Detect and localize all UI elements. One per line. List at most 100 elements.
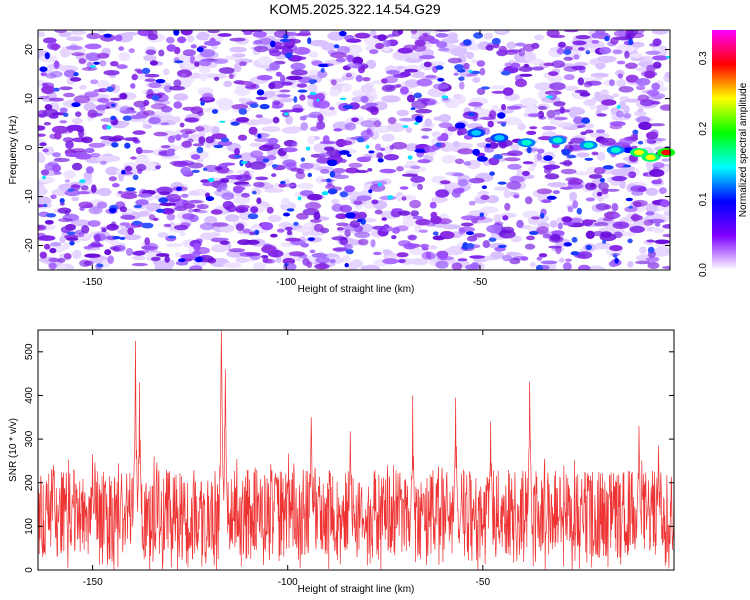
heatmap-cell [307,85,315,92]
heatmap-cell [254,137,271,143]
heatmap-cell [229,46,247,53]
heatmap-cell [386,69,400,75]
heatmap-cell [651,82,660,91]
heatmap-cell [613,30,627,37]
heatmap-cell [556,47,565,55]
heatmap-cell [43,243,51,250]
heatmap-cell [59,86,73,91]
heatmap-cell [226,204,237,213]
heatmap-cell [38,109,48,118]
heatmap-cell [119,236,126,240]
heatmap-cell [57,258,66,263]
heatmap-cell [327,188,338,195]
heatmap-cell [624,50,630,59]
heatmap-cell [504,62,512,67]
heatmap-cell [382,249,392,255]
heatmap-cell [497,244,507,248]
heatmap-cell [522,43,536,52]
heatmap-cell [558,257,565,263]
heatmap-cell [174,224,189,231]
heatmap-cell [317,114,324,122]
heatmap-cell [574,171,592,176]
heatmap-cell [150,256,161,262]
heatmap-cell [548,245,562,249]
heatmap-cell [356,137,365,143]
heatmap-cell [438,122,453,129]
heatmap-cell [210,209,223,215]
heatmap-cell [90,79,99,85]
heatmap-cell [292,141,298,147]
heatmap-cell [453,72,459,76]
heatmap-cell [591,151,599,156]
heatmap-cell [569,191,578,201]
heatmap-cell [649,123,665,127]
heatmap-cell [645,203,658,214]
heatmap-cell [72,117,83,125]
heatmap-cell [412,215,424,220]
heatmap-cell [71,52,85,57]
heatmap-cell [645,187,659,196]
heatmap-cell [195,126,205,132]
heatmap-cell [651,227,665,234]
heatmap-cell [197,110,204,117]
heatmap-cell [293,96,298,103]
heatmap-cell [373,251,382,256]
heatmap-cell [510,143,520,151]
heatmap-cell [321,42,337,51]
heatmap-cell [447,126,458,132]
heatmap-cell [436,41,448,49]
heatmap-cell [175,260,189,266]
snr-y-tick-label: 500 [24,343,35,360]
heatmap-cell [175,252,182,258]
heatmap-cell [278,183,287,188]
heatmap-cell [366,128,372,135]
heatmap-cell [405,127,413,133]
heatmap-cell [221,192,235,200]
heatmap-cell [63,253,72,260]
heatmap-cell [87,220,101,227]
heatmap-cell [191,169,200,173]
heatmap-cell [342,255,351,263]
heatmap-cell [315,166,334,172]
heatmap-cell [623,105,630,115]
heatmap-cell [460,222,474,227]
heatmap-cell [425,74,437,79]
heatmap-cell [563,85,579,91]
heatmap-cell [95,104,107,111]
heatmap-cell [433,83,449,90]
heatmap-cell [618,44,636,53]
heatmap-cell [228,73,234,80]
heatmap-cell [59,198,65,204]
heatmap-cell [591,39,600,44]
heatmap-cell [574,61,589,67]
heatmap-cell [228,248,246,253]
heatmap-cell [79,84,87,90]
heatmap-cell [284,183,296,188]
heatmap-cell [135,163,147,172]
heatmap-cell [631,190,644,196]
heatmap-cell [490,251,505,260]
heatmap-cell [267,214,282,223]
heatmap-cell [570,137,585,144]
heatmap-cell [238,97,248,103]
heatmap-cell [97,30,106,34]
heatmap-cell [661,158,670,162]
heatmap-cell [658,187,667,195]
heatmap-cell [590,72,609,78]
heatmap-cell [235,117,250,123]
heatmap-cell [285,52,293,59]
heatmap-cell [517,123,526,131]
heatmap-cell [42,148,49,153]
heatmap-cell [87,109,98,119]
heatmap-cell [132,130,146,135]
heatmap-cell [577,77,584,86]
heatmap-cell [86,32,101,40]
heatmap-cell [576,251,593,259]
heatmap-cell [659,104,670,111]
heatmap-cell [111,103,116,108]
heatmap-cell [488,157,500,166]
heatmap-cell [384,75,398,84]
snr-y-tick-label: 200 [24,474,35,491]
heatmap-cell [200,179,211,184]
